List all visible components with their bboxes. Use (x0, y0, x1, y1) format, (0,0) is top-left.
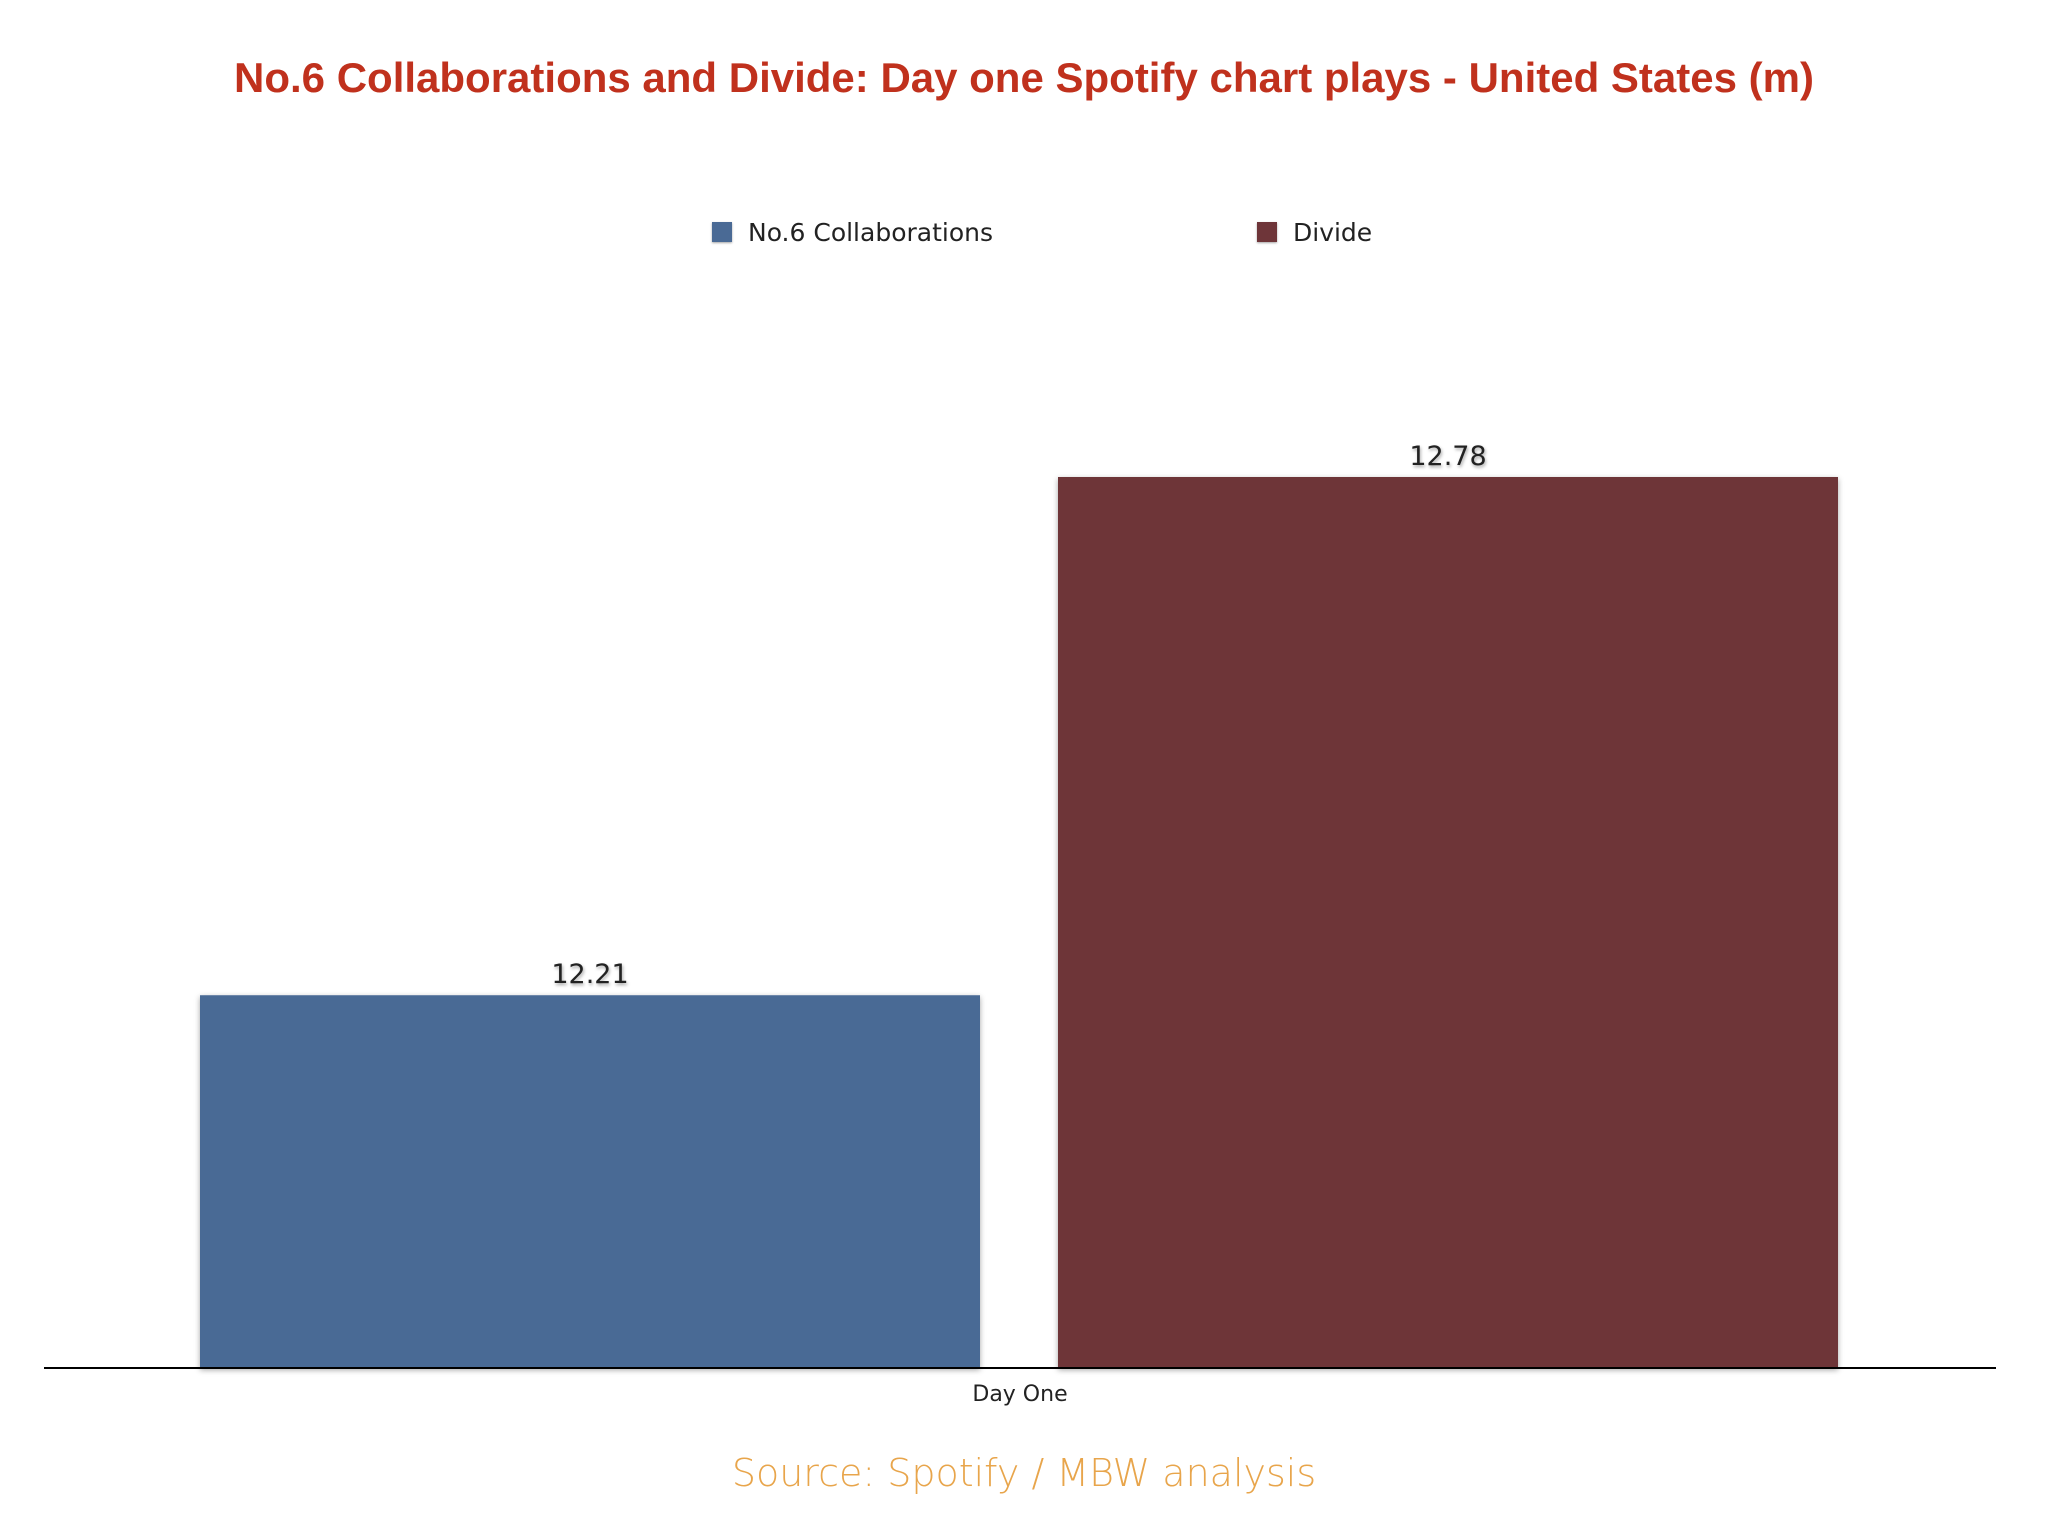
legend-swatch-divide (1257, 222, 1277, 242)
legend-item-no6-collaborations: No.6 Collaborations (712, 214, 993, 250)
bar-no-6-collaborations (200, 995, 980, 1368)
source-note: Source: Spotify / MBW analysis (731, 1451, 1317, 1495)
chart-title: No.6 Collaborations and Divide: Day one … (234, 54, 1814, 101)
legend-label-no6-collaborations: No.6 Collaborations (748, 217, 993, 247)
legend-item-divide: Divide (1257, 214, 1372, 250)
data-label-divide: 12.78 (1409, 441, 1486, 472)
data-label-no-6-collaborations: 12.21 (551, 959, 628, 990)
legend-label-divide: Divide (1293, 217, 1373, 247)
legend-swatch-no6-collaborations (712, 222, 732, 242)
x-tick-label-day-one: Day One (972, 1382, 1067, 1407)
bar-divide (1058, 477, 1838, 1368)
